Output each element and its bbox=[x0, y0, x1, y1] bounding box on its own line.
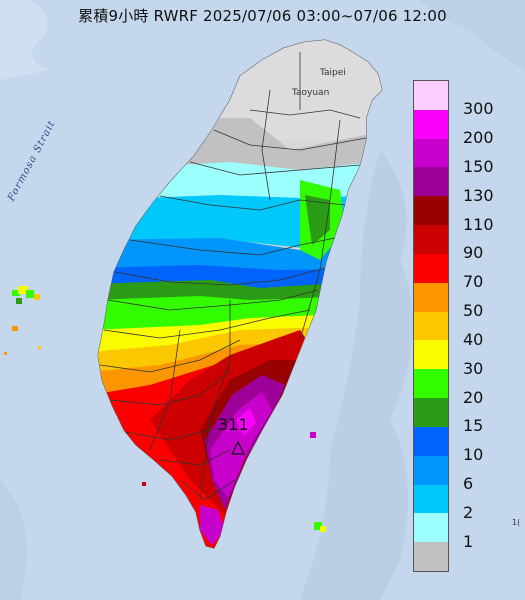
green-island bbox=[310, 432, 316, 438]
legend-label: 200 bbox=[463, 128, 494, 148]
liuqiu-island bbox=[142, 482, 146, 486]
legend-label: 130 bbox=[463, 185, 494, 205]
max-rainfall-value: 311 bbox=[218, 415, 249, 434]
edge-fragment-label: 1( bbox=[512, 518, 521, 527]
legend-swatch bbox=[414, 426, 448, 456]
legend-swatch bbox=[414, 398, 448, 427]
legend-label: 150 bbox=[463, 156, 494, 176]
max-rainfall-marker bbox=[231, 440, 245, 455]
legend-swatch bbox=[414, 138, 448, 168]
legend-label: 20 bbox=[463, 387, 484, 407]
legend-label: 2 bbox=[463, 502, 474, 522]
county-boundaries bbox=[99, 52, 367, 501]
legend-swatch bbox=[414, 542, 448, 571]
legend-label: 1 bbox=[463, 531, 474, 551]
legend-label: 30 bbox=[463, 358, 484, 378]
legend-label: 10 bbox=[463, 445, 484, 465]
legend-label: 300 bbox=[463, 99, 494, 119]
place-label-taoyuan: Taoyuan bbox=[292, 88, 330, 98]
legend-swatch bbox=[414, 484, 448, 514]
legend-swatch bbox=[414, 340, 448, 370]
legend-swatch bbox=[414, 225, 448, 254]
legend-swatch bbox=[414, 282, 448, 312]
legend-swatch bbox=[414, 81, 448, 110]
legend-label: 110 bbox=[463, 214, 494, 234]
legend-label: 6 bbox=[463, 474, 474, 494]
legend-swatch bbox=[414, 167, 448, 197]
legend-swatch bbox=[414, 253, 448, 283]
map-title: 累積9小時 RWRF 2025/07/06 03:00~07/06 12:00 bbox=[78, 7, 447, 25]
place-label-taipei: Taipei bbox=[320, 68, 346, 78]
legend-label: 40 bbox=[463, 329, 484, 349]
legend-swatch bbox=[414, 513, 448, 543]
legend-label: 50 bbox=[463, 301, 484, 321]
penghu-islands bbox=[4, 286, 41, 355]
legend-label: 70 bbox=[463, 272, 484, 292]
legend-swatch bbox=[414, 109, 448, 139]
legend-swatch bbox=[414, 455, 448, 485]
rainfall-legend bbox=[413, 80, 449, 572]
legend-label: 90 bbox=[463, 243, 484, 263]
legend-swatch bbox=[414, 196, 448, 226]
legend-swatch bbox=[414, 311, 448, 341]
legend-label: 15 bbox=[463, 416, 484, 436]
orchid-island bbox=[314, 522, 326, 532]
legend-swatch bbox=[414, 369, 448, 399]
